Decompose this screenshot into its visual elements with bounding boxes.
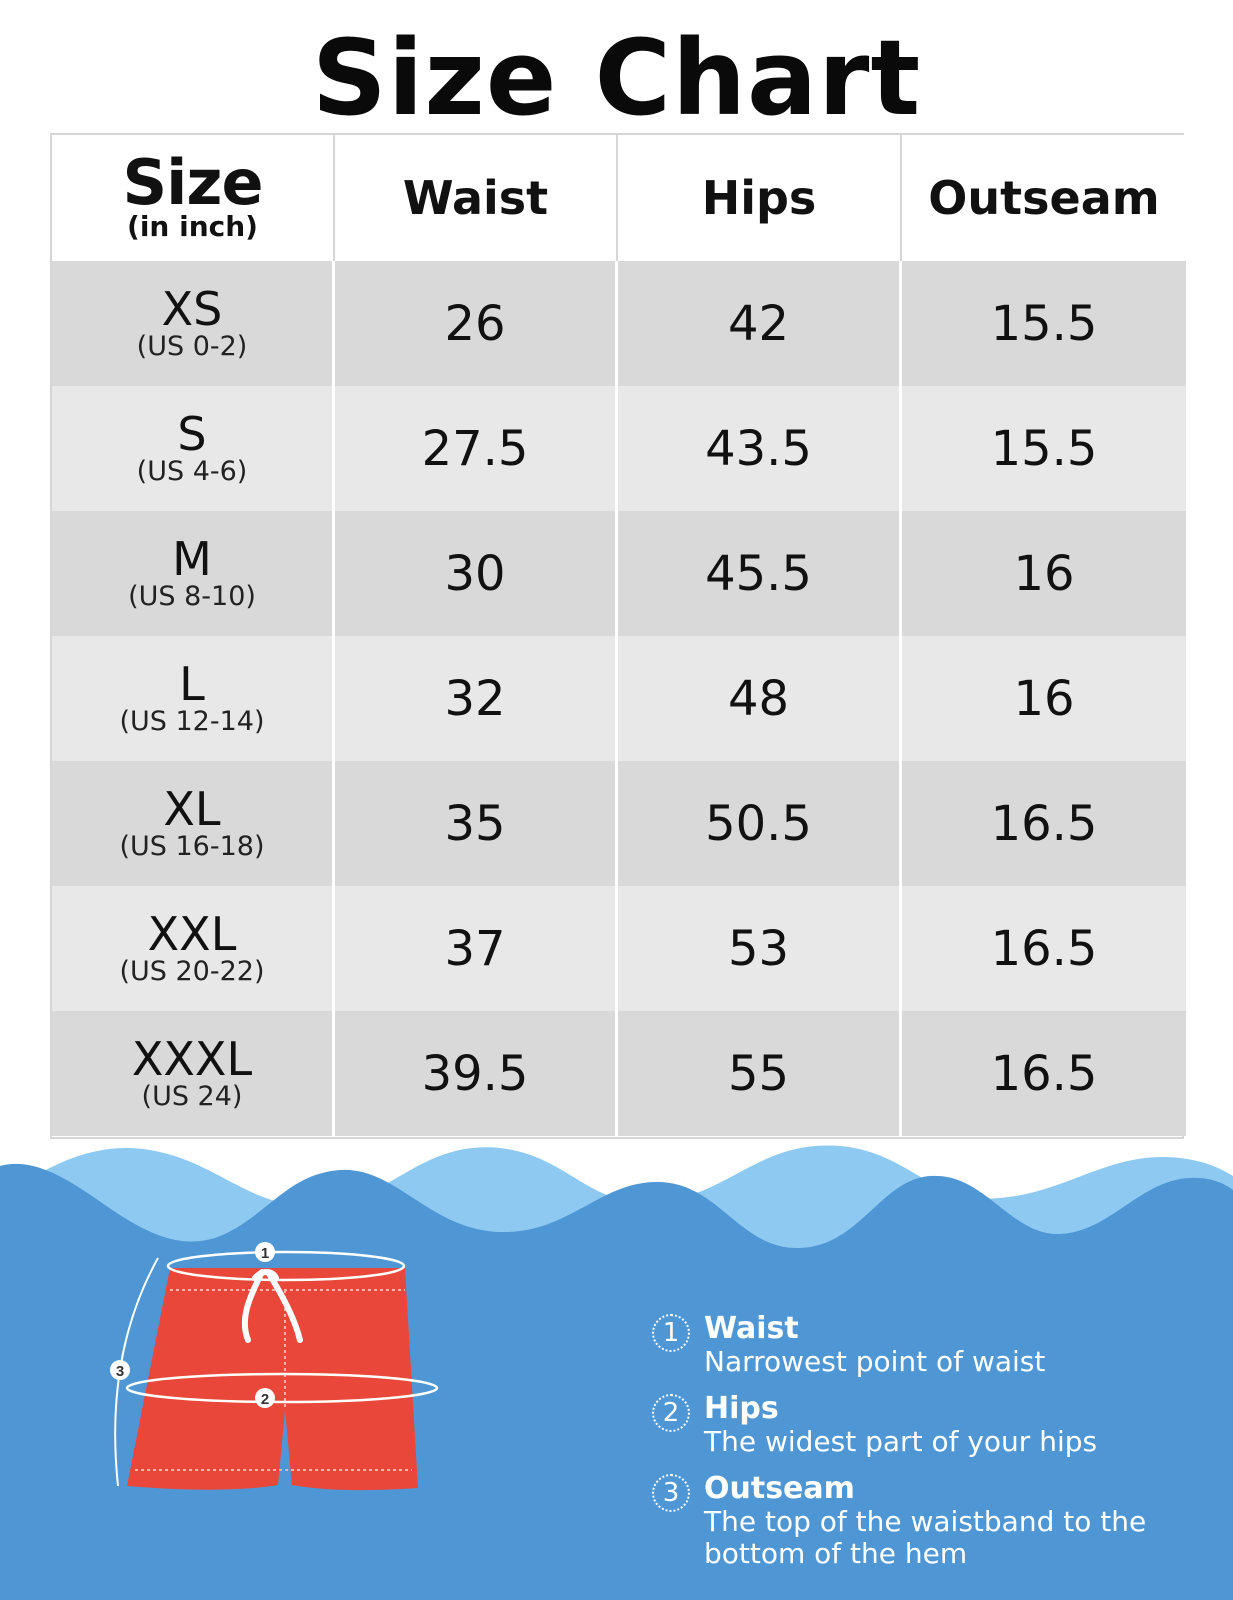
size-cell: XXXL (US 24) — [52, 1011, 335, 1136]
waist-measure — [166, 1250, 406, 1282]
hips-cell: 45.5 — [618, 511, 902, 636]
hips-value: 45.5 — [705, 545, 812, 602]
size-cell: S (US 4-6) — [52, 386, 335, 511]
size-cell: L (US 12-14) — [52, 636, 335, 761]
legend-number: 1 — [652, 1314, 690, 1352]
measurement-legend: 1 Waist Narrowest point of waist 2 Hips The w… — [652, 1312, 1212, 1584]
wave-illustration: 1 2 3 — [0, 1145, 1233, 1600]
marker-2: 2 — [261, 1391, 269, 1408]
legend-title: Waist — [704, 1311, 799, 1346]
header-waist-cell: Waist — [335, 135, 618, 261]
waist-value: 32 — [444, 670, 506, 727]
waist-value: 39.5 — [421, 1045, 529, 1102]
outseam-cell: 16.5 — [902, 761, 1186, 886]
outseam-value: 15.5 — [990, 295, 1098, 352]
hips-cell: 43.5 — [618, 386, 902, 511]
outseam-value: 16.5 — [990, 1045, 1098, 1102]
waist-value: 37 — [444, 920, 506, 977]
hips-cell: 55 — [618, 1011, 902, 1136]
hips-value: 53 — [727, 920, 790, 977]
header-outseam-cell: Outseam — [902, 135, 1186, 261]
hips-value: 55 — [727, 1045, 790, 1102]
outseam-cell: 16 — [902, 511, 1186, 636]
outseam-value: 16 — [1013, 545, 1075, 602]
legend-item: 1 Waist Narrowest point of waist — [652, 1312, 1212, 1378]
outseam-cell: 15.5 — [902, 386, 1186, 511]
outseam-cell: 16.5 — [902, 886, 1186, 1011]
size-label: S — [177, 406, 207, 461]
header-waist-label: Waist — [402, 171, 549, 225]
waist-cell: 30 — [335, 511, 618, 636]
marker-3: 3 — [116, 1363, 124, 1380]
waist-value: 35 — [444, 795, 506, 852]
hips-value: 42 — [727, 295, 790, 352]
outseam-value: 16 — [1013, 670, 1075, 727]
us-size-label: (US 16-18) — [119, 830, 265, 862]
outseam-value: 16.5 — [990, 795, 1098, 852]
hips-cell: 53 — [618, 886, 902, 1011]
header-size-cell: Size (in inch) — [52, 135, 335, 261]
outseam-value: 16.5 — [990, 920, 1098, 977]
shorts-diagram: 1 2 3 — [110, 1242, 439, 1491]
legend-item: 3 Outseam The top of the waistband to the … — [652, 1472, 1212, 1570]
hips-cell: 42 — [618, 261, 902, 386]
size-label: XXXL — [131, 1031, 253, 1086]
size-label: L — [179, 656, 205, 711]
waist-cell: 37 — [335, 886, 618, 1011]
hips-measure — [125, 1372, 439, 1404]
hips-value: 48 — [727, 670, 790, 727]
waist-value: 27.5 — [421, 420, 529, 477]
waist-cell: 39.5 — [335, 1011, 618, 1136]
us-size-label: (US 20-22) — [119, 955, 265, 987]
marker-1: 1 — [261, 1245, 269, 1262]
us-size-label: (US 24) — [141, 1080, 243, 1112]
outseam-value: 15.5 — [990, 420, 1098, 477]
outseam-cell: 16.5 — [902, 1011, 1186, 1136]
outseam-cell: 15.5 — [902, 261, 1186, 386]
legend-number: 2 — [652, 1394, 690, 1432]
size-cell: M (US 8-10) — [52, 511, 335, 636]
legend-description: The top of the waistband to the bottom o… — [704, 1505, 1147, 1570]
waist-cell: 35 — [335, 761, 618, 886]
size-cell: XL (US 16-18) — [52, 761, 335, 886]
waist-cell: 32 — [335, 636, 618, 761]
waist-value: 26 — [444, 295, 506, 352]
hips-cell: 50.5 — [618, 761, 902, 886]
us-size-label: (US 4-6) — [136, 455, 248, 487]
size-cell: XS (US 0-2) — [52, 261, 335, 386]
size-table: Size (in inch) Waist Hips Outseam XS (US … — [50, 133, 1186, 1139]
header-hips-cell: Hips — [618, 135, 902, 261]
page-title: Size Chart — [311, 17, 922, 139]
us-size-label: (US 12-14) — [119, 705, 265, 737]
size-label: XXL — [147, 906, 237, 961]
outseam-cell: 16 — [902, 636, 1186, 761]
us-size-label: (US 8-10) — [128, 580, 256, 612]
header-hips-label: Hips — [701, 171, 817, 225]
legend-item: 2 Hips The widest part of your hips — [652, 1392, 1212, 1458]
header-size-unit: (in inch) — [127, 210, 258, 243]
legend-title: Hips — [704, 1391, 779, 1426]
legend-number: 3 — [652, 1474, 690, 1512]
size-label: XS — [161, 281, 223, 336]
waist-value: 30 — [444, 545, 506, 602]
waist-cell: 26 — [335, 261, 618, 386]
header-size-label: Size — [122, 146, 263, 219]
size-cell: XXL (US 20-22) — [52, 886, 335, 1011]
header-outseam-label: Outseam — [928, 171, 1160, 225]
waist-cell: 27.5 — [335, 386, 618, 511]
hips-value: 50.5 — [705, 795, 812, 852]
size-label: XL — [163, 781, 221, 836]
legend-title: Outseam — [704, 1471, 855, 1506]
size-label: M — [172, 531, 212, 586]
shorts-body — [127, 1268, 418, 1491]
hips-value: 43.5 — [705, 420, 812, 477]
us-size-label: (US 0-2) — [136, 330, 248, 362]
legend-description: The widest part of your hips — [704, 1425, 1098, 1458]
legend-description: Narrowest point of waist — [704, 1345, 1046, 1378]
hips-cell: 48 — [618, 636, 902, 761]
